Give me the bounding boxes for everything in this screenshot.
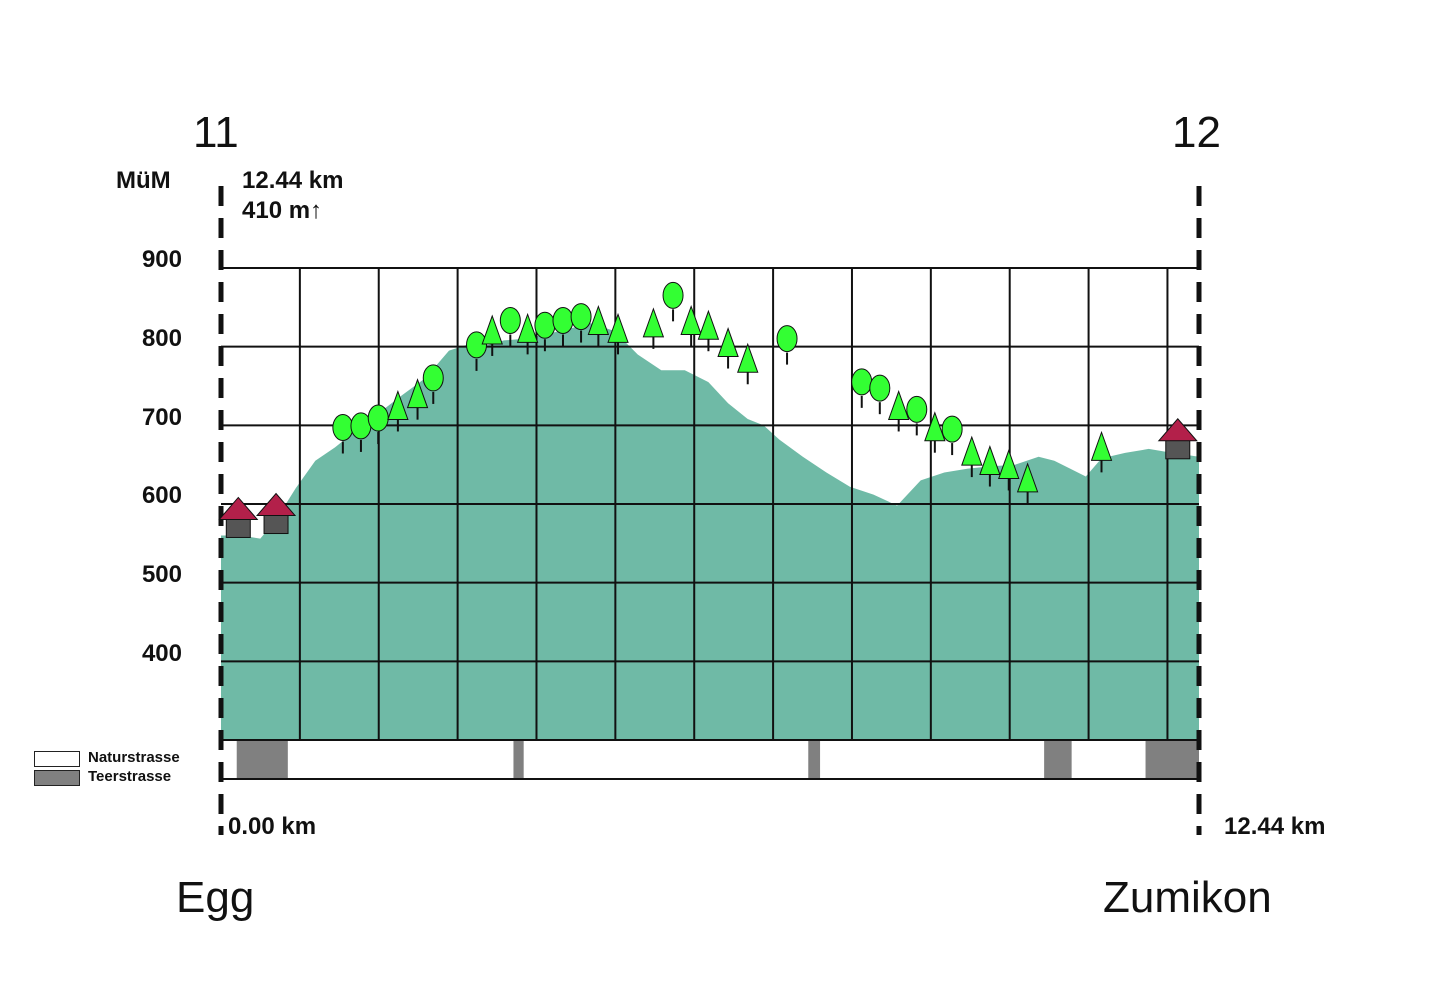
tree-crown (406, 378, 429, 409)
deciduous-tree-icon (941, 415, 963, 456)
road-strip (221, 741, 1199, 779)
legend-label-teerstrasse: Teerstrasse (88, 768, 172, 785)
deciduous-tree-icon (570, 303, 592, 343)
legend-label-naturstrasse: Naturstrasse (88, 749, 180, 766)
conifer-tree-icon (406, 378, 429, 420)
stage-end-number: 12 (1172, 108, 1221, 157)
deciduous-tree-icon (499, 307, 521, 347)
tree-crown (887, 389, 910, 420)
start-place-label: Egg (176, 873, 255, 922)
tree-crown (570, 303, 592, 331)
deciduous-tree-icon (422, 364, 444, 404)
tree-crown (717, 327, 739, 358)
y-tick-600: 600 (141, 482, 182, 509)
deciduous-tree-icon (851, 368, 873, 408)
deciduous-tree-icon (776, 325, 798, 365)
tree-crown (422, 364, 444, 392)
tree-crown (979, 445, 1001, 476)
tree-crown (961, 435, 983, 466)
conifer-tree-icon (680, 305, 702, 347)
tree-crown (851, 368, 873, 396)
teerstrasse-segment (1044, 741, 1072, 779)
tree-crown (662, 281, 684, 309)
tree-crown (642, 307, 665, 338)
tree-crown (697, 309, 720, 340)
tree-crown (534, 311, 556, 339)
x-end-label: 12.44 km (1224, 813, 1326, 840)
x-start-label: 0.00 km (228, 813, 317, 840)
conifer-tree-icon (887, 389, 910, 432)
deciduous-tree-icon (869, 374, 891, 415)
tree-crown (332, 413, 354, 441)
conifer-tree-icon (697, 309, 720, 352)
tree-crown (869, 374, 891, 402)
y-tick-800: 800 (141, 325, 182, 352)
y-axis-label: MüM (116, 167, 171, 194)
tree-crown (466, 331, 488, 359)
distance-label: 12.44 km (242, 167, 344, 194)
conifer-tree-icon (717, 327, 739, 369)
conifer-tree-icon (1090, 430, 1113, 473)
house-body (225, 516, 251, 538)
stage-start-number: 11 (193, 108, 239, 157)
tree-crown (1090, 430, 1113, 461)
tree-crown (387, 389, 409, 420)
tree-crown (906, 395, 928, 423)
tree-crown (737, 342, 759, 373)
conifer-tree-icon (587, 305, 610, 347)
conifer-tree-icon (1016, 462, 1039, 504)
house-roof (218, 496, 259, 520)
tree-crown (552, 307, 574, 335)
y-tick-500: 500 (141, 561, 182, 588)
conifer-tree-icon (737, 342, 759, 385)
conifer-tree-icon (516, 312, 539, 355)
teerstrasse-segment (1145, 741, 1199, 779)
legend-swatch-naturstrasse (34, 751, 80, 767)
tree-crown (516, 312, 539, 343)
house-body (1165, 438, 1191, 460)
tree-crown (998, 448, 1020, 479)
teerstrasse-segment (513, 741, 524, 779)
deciduous-tree-icon (552, 307, 574, 347)
teerstrasse-segment (808, 741, 821, 779)
tree-crown (607, 312, 629, 343)
y-tick-700: 700 (141, 404, 182, 431)
house-body (263, 513, 289, 535)
conifer-tree-icon (924, 411, 946, 453)
terrain-area (221, 323, 1199, 740)
house-icon (1157, 418, 1198, 460)
deciduous-tree-icon (350, 412, 372, 452)
y-tick-900: 900 (141, 246, 182, 273)
conifer-tree-icon (998, 448, 1020, 491)
tree-crown (680, 305, 702, 336)
conifer-tree-icon (961, 435, 983, 478)
conifer-tree-icon (979, 445, 1001, 487)
tree-crown (481, 314, 503, 345)
deciduous-tree-icon (534, 311, 556, 352)
house-icon (255, 492, 297, 535)
house-icon (218, 496, 259, 538)
end-place-label: Zumikon (1103, 873, 1272, 922)
deciduous-tree-icon (466, 331, 488, 371)
house-roof (255, 492, 297, 517)
conifer-tree-icon (387, 389, 409, 432)
tree-crown (367, 404, 389, 432)
house-roof (1157, 418, 1198, 442)
deciduous-tree-icon (662, 281, 684, 322)
conifer-tree-icon (607, 312, 629, 355)
legend-swatch-teerstrasse (34, 770, 80, 786)
teerstrasse-segment (236, 741, 288, 779)
conifer-tree-icon (642, 307, 665, 349)
tree-crown (776, 325, 798, 353)
conifer-tree-icon (481, 314, 503, 356)
ascent-label: 410 m↑ (242, 197, 323, 224)
tree-crown (924, 411, 946, 442)
tree-crown (1016, 462, 1039, 493)
deciduous-tree-icon (906, 395, 928, 436)
y-tick-400: 400 (141, 640, 182, 667)
tree-crown (587, 305, 610, 336)
tree-crown (941, 415, 963, 443)
tree-crown (499, 307, 521, 335)
